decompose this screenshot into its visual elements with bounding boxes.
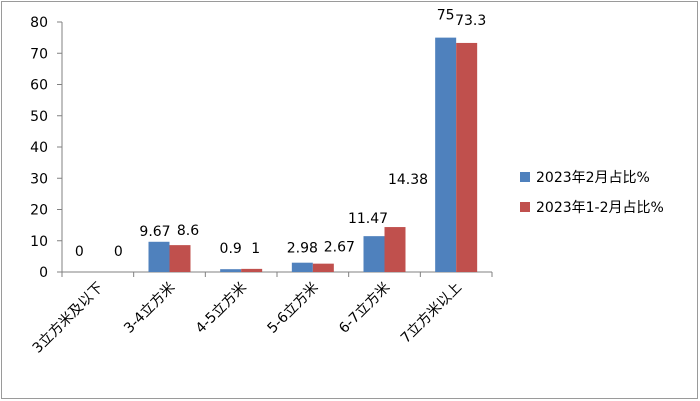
- legend-swatch: [520, 202, 530, 212]
- data-label: 8.6: [177, 223, 199, 239]
- category-label: 5-6立方米: [264, 280, 321, 337]
- category-label: 4-5立方米: [193, 280, 250, 337]
- data-label: 11.47: [348, 211, 388, 227]
- legend-swatch: [520, 172, 530, 182]
- y-tick-label: 40: [30, 140, 48, 156]
- category-label: 7立方米以上: [398, 280, 465, 347]
- bar-series1: [220, 269, 242, 272]
- category-labels: 3立方米及以下 3-4立方米 4-5立方米 5-6立方米 6-7立方米 7立方米以上: [30, 280, 465, 357]
- y-tick-label: 20: [30, 203, 48, 219]
- y-tick-label: 60: [30, 78, 48, 94]
- category-label: 6-7立方米: [336, 280, 393, 337]
- data-label: 2.67: [324, 240, 355, 256]
- data-label: 73.3: [455, 13, 486, 29]
- bar-series2: [312, 263, 334, 272]
- bar-series1: [363, 236, 385, 272]
- bar-series2: [456, 42, 478, 272]
- data-label: 75: [437, 8, 455, 24]
- bar-series1: [435, 37, 457, 272]
- bar-series1: [291, 262, 313, 272]
- data-label: 14.38: [388, 172, 428, 188]
- category-label: 3立方米及以下: [30, 280, 107, 357]
- data-label: 0: [114, 244, 123, 260]
- legend-label: 2023年1-2月占比%: [536, 200, 664, 216]
- data-label: 0: [75, 244, 84, 260]
- y-tick-label: 70: [30, 46, 48, 62]
- bars: [148, 37, 478, 272]
- y-tick-label: 50: [30, 109, 48, 125]
- legend-label: 2023年2月占比%: [536, 170, 650, 186]
- bar-series1: [148, 241, 170, 272]
- data-label: 2.98: [287, 241, 318, 257]
- data-label: 0.9: [220, 241, 242, 257]
- legend: 2023年2月占比% 2023年1-2月占比%: [520, 170, 664, 216]
- bar-series2: [384, 227, 406, 272]
- data-label: 1: [251, 241, 260, 257]
- bar-series2: [169, 245, 191, 272]
- category-label: 3-4立方米: [121, 280, 178, 337]
- y-tick-label: 80: [30, 15, 48, 31]
- y-tick-label: 10: [30, 234, 48, 250]
- y-tick-label: 30: [30, 171, 48, 187]
- data-labels: 0 0 9.67 8.6 0.9 1 2.98 2.67 11.47 14.38 75 73.3: [75, 8, 486, 260]
- bar-series2: [241, 268, 263, 272]
- y-tick-label: 0: [39, 265, 48, 281]
- data-label: 9.67: [139, 224, 170, 240]
